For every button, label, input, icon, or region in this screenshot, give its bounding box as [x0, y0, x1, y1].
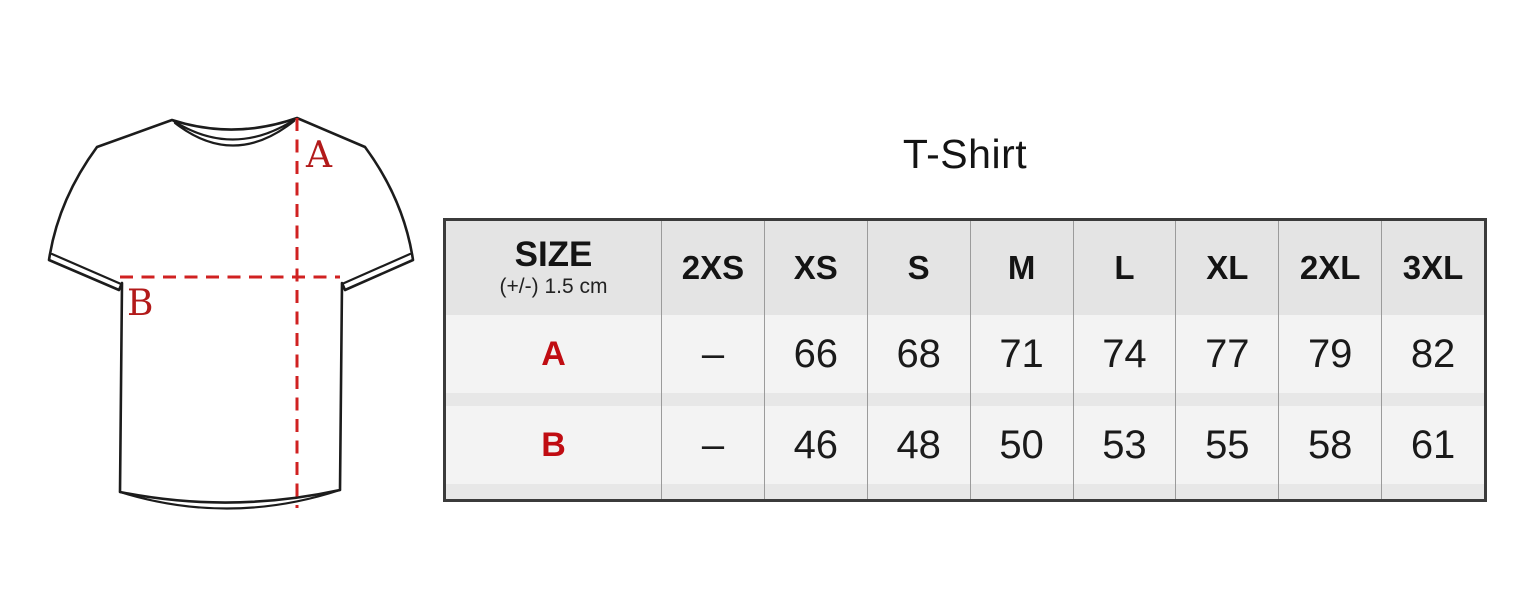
column-header-xs: XS: [763, 221, 867, 315]
cell-value: 71: [999, 331, 1044, 376]
column-header-label: S: [907, 249, 930, 286]
cell-value: 53: [1102, 422, 1147, 467]
table-header-row: SIZE (+/-) 1.5 cm 2XS XS S M L XL 2XL 3X…: [446, 221, 1484, 315]
row-label-cell: B: [446, 406, 661, 484]
cell-value: 48: [896, 422, 941, 467]
cell-value: 79: [1307, 331, 1353, 376]
row-separator: [446, 484, 1484, 499]
row-label-cell: A: [446, 315, 661, 393]
table-cell: 55: [1175, 406, 1278, 484]
column-header-label: XS: [793, 249, 838, 286]
column-header-label: 3XL: [1402, 249, 1464, 286]
size-header-label: SIZE: [514, 235, 593, 274]
cell-value: 77: [1205, 331, 1250, 376]
cell-value: 58: [1307, 422, 1353, 467]
cell-value: 46: [793, 422, 839, 467]
table-cell: 66: [763, 315, 867, 393]
column-header-2xs: 2XS: [661, 221, 764, 315]
cell-value: 61: [1410, 422, 1456, 467]
cell-value: 66: [793, 331, 839, 376]
diagram-label-a: A: [305, 135, 333, 176]
diagram-label-b: B: [127, 283, 153, 324]
column-header-label: 2XL: [1299, 249, 1361, 286]
tolerance-note: (+/-) 1.5 cm: [499, 275, 608, 298]
column-header-label: XL: [1206, 249, 1249, 286]
column-header-label: L: [1114, 249, 1135, 286]
table-cell: 74: [1072, 315, 1176, 393]
table-cell: 58: [1278, 406, 1381, 484]
table-row-b: B – 46 48 50 53 55 58 61: [446, 406, 1484, 484]
row-separator: [446, 393, 1484, 406]
table-row-a: A – 66 68 71 74 77 79 82: [446, 315, 1484, 393]
column-header-2xl: 2XL: [1278, 221, 1381, 315]
table-cell: 46: [763, 406, 867, 484]
hem-line: [118, 488, 342, 510]
tshirt-diagram: A B: [47, 116, 415, 510]
row-label-a: A: [541, 334, 566, 373]
cell-value: 68: [896, 331, 941, 376]
column-header-m: M: [969, 221, 1073, 315]
cell-value: –: [701, 422, 725, 467]
collar-lines: [170, 116, 299, 147]
chart-title: T-Shirt: [902, 131, 1028, 177]
shirt-outline: [47, 116, 415, 504]
table-cell: 61: [1381, 406, 1484, 484]
table-cell: 48: [866, 406, 970, 484]
cell-value: 55: [1205, 422, 1250, 467]
column-header-xl: XL: [1175, 221, 1278, 315]
column-header-label: 2XS: [681, 249, 745, 286]
cell-value: 74: [1102, 331, 1147, 376]
table-cell: 77: [1175, 315, 1278, 393]
table-cell: 53: [1072, 406, 1176, 484]
table-cell: 50: [969, 406, 1073, 484]
table-cell: 79: [1278, 315, 1381, 393]
size-table: SIZE (+/-) 1.5 cm 2XS XS S M L XL 2XL 3X…: [443, 218, 1487, 502]
column-header-l: L: [1072, 221, 1176, 315]
table-cell: 71: [969, 315, 1073, 393]
cell-value: 50: [999, 422, 1044, 467]
table-cell: –: [661, 406, 764, 484]
table-cell: 68: [866, 315, 970, 393]
size-column-header: SIZE (+/-) 1.5 cm: [446, 221, 661, 315]
column-header-3xl: 3XL: [1381, 221, 1484, 315]
cell-value: –: [701, 331, 725, 376]
column-header-s: S: [866, 221, 970, 315]
cuff-lines: [50, 252, 412, 286]
row-label-b: B: [541, 425, 566, 464]
column-header-label: M: [1007, 249, 1036, 286]
table-cell: 82: [1381, 315, 1484, 393]
table-cell: –: [661, 315, 764, 393]
cell-value: 82: [1410, 331, 1456, 376]
